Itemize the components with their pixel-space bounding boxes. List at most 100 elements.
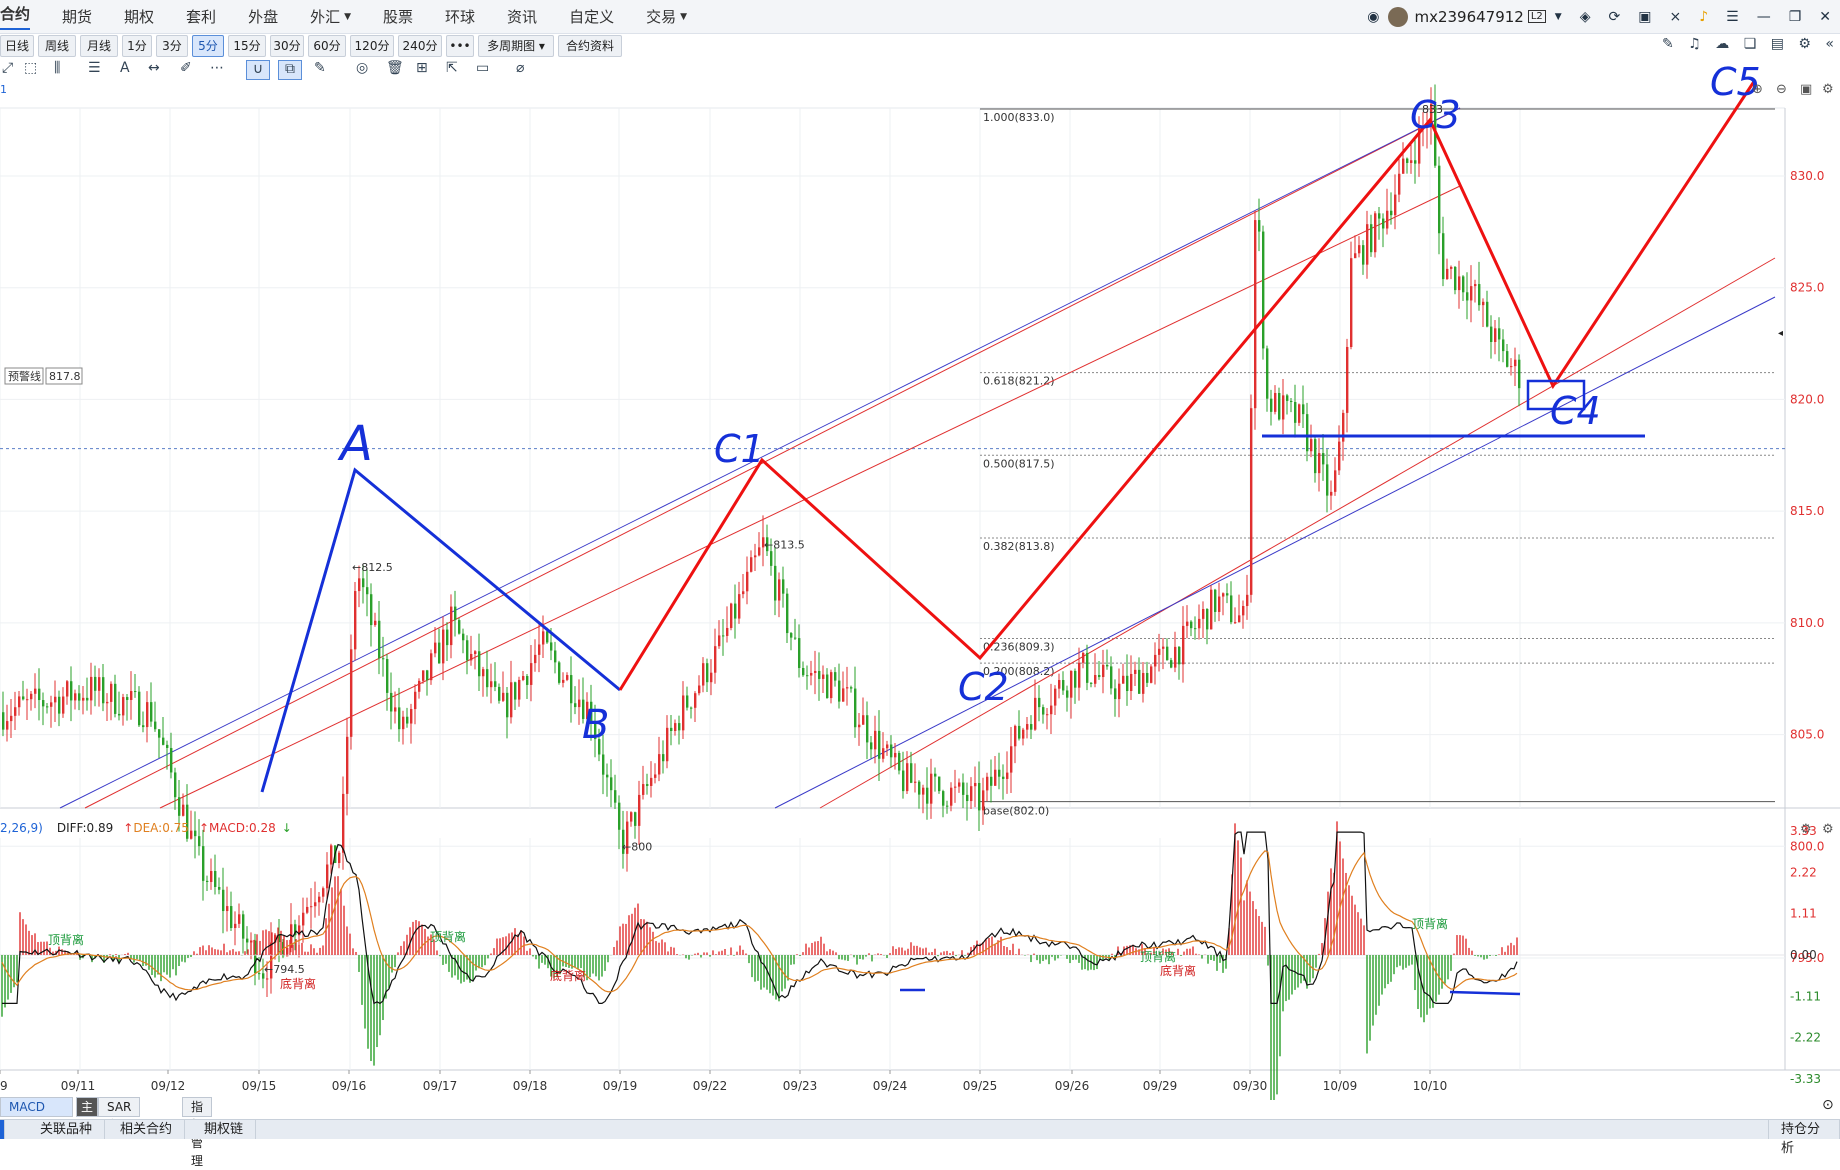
- period-button-6[interactable]: 15分: [228, 35, 266, 57]
- menu-item-5[interactable]: 外汇: [310, 8, 341, 26]
- candle-body: [806, 675, 809, 677]
- candle-body: [1114, 688, 1117, 700]
- minimize-icon[interactable]: —: [1756, 8, 1771, 25]
- bell-icon[interactable]: ♪: [1699, 8, 1709, 25]
- candle-body: [22, 696, 25, 700]
- cloud-icon[interactable]: ☁: [1715, 36, 1730, 52]
- avatar[interactable]: [1388, 6, 1409, 27]
- chevron-down-icon[interactable]: ▼: [344, 11, 352, 22]
- bell-icon[interactable]: ♫: [1688, 36, 1701, 52]
- macd-header: 2,26,9) DIFF:0.89 ↑ DEA:0.75 ↑ MACD:0.28…: [0, 818, 292, 838]
- transform-icon[interactable]: ⬚: [24, 60, 38, 76]
- period-button-8[interactable]: 60分: [308, 35, 346, 57]
- grid-icon[interactable]: ⊞: [416, 60, 428, 76]
- bars-icon[interactable]: ⫼: [54, 60, 61, 76]
- candle-body: [126, 697, 129, 700]
- wave-ab-line: [260, 467, 621, 793]
- main-toggle[interactable]: 主: [76, 1097, 99, 1117]
- brush-icon[interactable]: ✐: [180, 60, 192, 76]
- menu-item-4[interactable]: 外盘: [248, 8, 279, 26]
- menu-item-2[interactable]: 期权: [124, 8, 155, 26]
- period-button-0[interactable]: 日线: [0, 35, 34, 57]
- candle-body: [706, 663, 709, 683]
- candle-body: [262, 973, 265, 979]
- menu-item-8[interactable]: 资讯: [507, 8, 538, 26]
- menu-item-1[interactable]: 期货: [62, 8, 93, 26]
- comment-icon[interactable]: ▭: [476, 60, 490, 76]
- candle-body: [826, 674, 829, 699]
- export-icon[interactable]: ⇱: [446, 60, 458, 76]
- pen-icon[interactable]: ✎: [1662, 36, 1674, 52]
- copy-icon[interactable]: ❏: [1743, 36, 1757, 52]
- menu-item-0[interactable]: 合约: [0, 3, 31, 30]
- candle-body: [486, 669, 489, 688]
- eye-icon[interactable]: ◎: [356, 60, 369, 76]
- period-button-7[interactable]: 30分: [270, 35, 304, 57]
- period-button-13[interactable]: 合约资料: [558, 35, 622, 57]
- username[interactable]: mx239647912: [1414, 7, 1524, 26]
- period-button-4[interactable]: 3分: [156, 35, 188, 57]
- close-icon[interactable]: ✕: [1819, 8, 1831, 25]
- no-signal-icon[interactable]: ⨯: [1669, 8, 1682, 25]
- x-tick-label: 09/19: [603, 1079, 638, 1093]
- x-tick-label: 10/10: [1413, 1079, 1448, 1093]
- line-icon[interactable]: ↔: [148, 60, 160, 76]
- menu-icon[interactable]: ☰: [1726, 8, 1739, 25]
- period-button-2[interactable]: 月线: [80, 35, 118, 57]
- collapse-icon[interactable]: «: [1825, 36, 1834, 52]
- settings-icon: ⚙: [1822, 822, 1834, 837]
- menu-item-9[interactable]: 自定义: [569, 8, 615, 26]
- period-button-1[interactable]: 周线: [38, 35, 76, 57]
- period-button-3[interactable]: 1分: [122, 35, 152, 57]
- vr-icon[interactable]: ◉: [1367, 8, 1380, 25]
- menu-item-3[interactable]: 套利: [186, 8, 217, 26]
- period-button-10[interactable]: 240分: [398, 35, 442, 57]
- candle-body: [1098, 675, 1101, 678]
- candle-body: [858, 724, 861, 728]
- tab-related-contracts[interactable]: 相关合约: [108, 1120, 186, 1139]
- menu-item-10[interactable]: 交易: [646, 8, 677, 26]
- eraser-icon[interactable]: ✎: [314, 60, 326, 76]
- period-button-5[interactable]: 5分: [192, 35, 224, 57]
- tab-related-symbols[interactable]: 关联品种: [28, 1120, 106, 1139]
- text-icon[interactable]: A: [120, 60, 130, 76]
- chevron-down-icon[interactable]: ▼: [680, 11, 688, 22]
- candle-body: [206, 880, 209, 882]
- tab-position-analysis[interactable]: 持仓分析: [1768, 1120, 1840, 1156]
- chart-tools-right: ✎ ♫ ☁ ❏ ▤ ⚙ «: [1652, 36, 1834, 52]
- candle-body: [14, 707, 17, 716]
- period-button-12[interactable]: 多周期图 ▾: [478, 35, 554, 57]
- settings-icon[interactable]: ⚙: [1798, 36, 1811, 52]
- tab-option-chain[interactable]: 期权链: [192, 1120, 257, 1139]
- candle-body: [1258, 220, 1261, 232]
- menu-item-7[interactable]: 环球: [445, 8, 476, 26]
- handwritten-label: C1: [714, 427, 765, 471]
- fib-icon[interactable]: ☰: [88, 60, 101, 76]
- restore-icon[interactable]: ❐: [1788, 8, 1802, 25]
- location-icon[interactable]: ⊙: [1822, 1097, 1834, 1113]
- tab-macd[interactable]: MACD: [0, 1097, 73, 1117]
- price-mark: ←794.5: [264, 963, 305, 976]
- trash-icon[interactable]: 🗑: [386, 60, 404, 76]
- more-icon[interactable]: ⋯: [210, 60, 224, 76]
- macd-y-tick: 0.00: [1790, 948, 1817, 962]
- arrow-icon[interactable]: ⤢: [2, 60, 14, 76]
- price-chart[interactable]: 830.0 825.0 820.0 815.0 810.0 805.0 800.0 795.0…: [0, 0, 1840, 1100]
- refresh-icon[interactable]: ⟳: [1608, 8, 1621, 25]
- tab-sar[interactable]: SAR主图: [98, 1097, 141, 1132]
- period-button-9[interactable]: 120分: [350, 35, 394, 57]
- candle-body: [562, 679, 565, 683]
- layers-icon[interactable]: ◈: [1579, 8, 1591, 25]
- lock-draw-icon[interactable]: ⧉: [278, 60, 302, 80]
- menu-item-6[interactable]: 股票: [383, 8, 414, 26]
- candle-body: [966, 794, 969, 802]
- candle-body: [518, 679, 521, 700]
- template-icon[interactable]: ▤: [1770, 36, 1784, 52]
- tab-indicator-manage[interactable]: 指标管理: [182, 1097, 213, 1168]
- magnet-icon[interactable]: ∪: [246, 60, 270, 80]
- video-icon[interactable]: ▣: [1638, 8, 1652, 25]
- chevron-down-icon[interactable]: ▼: [1554, 11, 1562, 22]
- period-button-11[interactable]: •••: [446, 35, 474, 57]
- ruler-icon[interactable]: ⌀: [516, 60, 525, 76]
- fib-level-label: 1.000(833.0): [983, 111, 1055, 124]
